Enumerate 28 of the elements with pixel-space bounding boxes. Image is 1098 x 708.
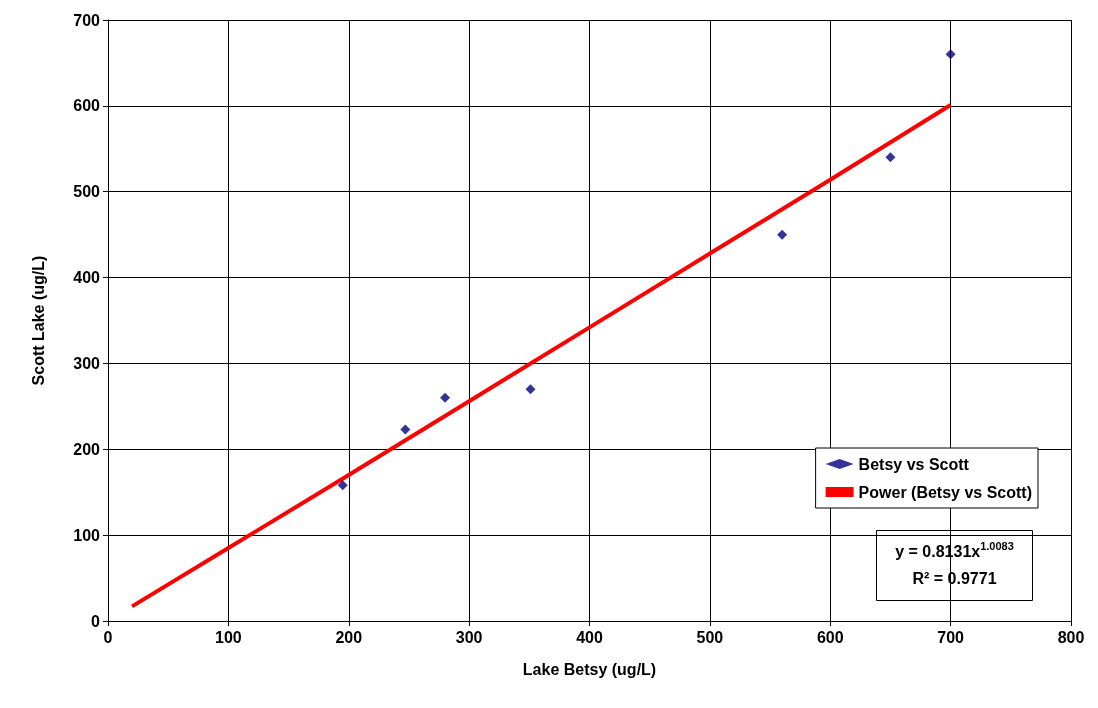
y-tick-label: 700: [73, 11, 101, 29]
x-tick-label: 700: [937, 628, 965, 646]
legend-label: Power (Betsy vs Scott): [858, 483, 1033, 501]
y-tick-label: 500: [73, 183, 101, 201]
point: [400, 424, 411, 435]
point: [885, 152, 896, 163]
y-tick-label: 200: [73, 440, 101, 458]
point: [337, 480, 348, 491]
x-tick-label: 800: [1057, 628, 1085, 646]
x-tick-label: 500: [696, 628, 724, 646]
point: [525, 384, 536, 395]
x-axis-title: Lake Betsy (ug/L): [522, 660, 657, 678]
y-tick-label: 100: [73, 526, 101, 544]
x-tick-label: 0: [103, 628, 113, 646]
y-axis-title: Scott Lake (ug/L): [29, 255, 47, 386]
legend-label: Betsy vs Scott: [858, 455, 970, 473]
point: [945, 49, 956, 60]
y-tick-label: 300: [73, 354, 101, 372]
x-tick-label: 200: [335, 628, 363, 646]
x-tick-label: 300: [455, 628, 483, 646]
y-tick-label: 0: [91, 612, 101, 630]
y-tick-label: 600: [73, 97, 101, 115]
x-tick-label: 400: [576, 628, 603, 646]
point: [777, 229, 788, 240]
y-tick-label: 400: [73, 269, 101, 287]
point: [440, 392, 451, 403]
x-tick-label: 100: [215, 628, 242, 646]
x-tick-label: 600: [816, 628, 844, 646]
